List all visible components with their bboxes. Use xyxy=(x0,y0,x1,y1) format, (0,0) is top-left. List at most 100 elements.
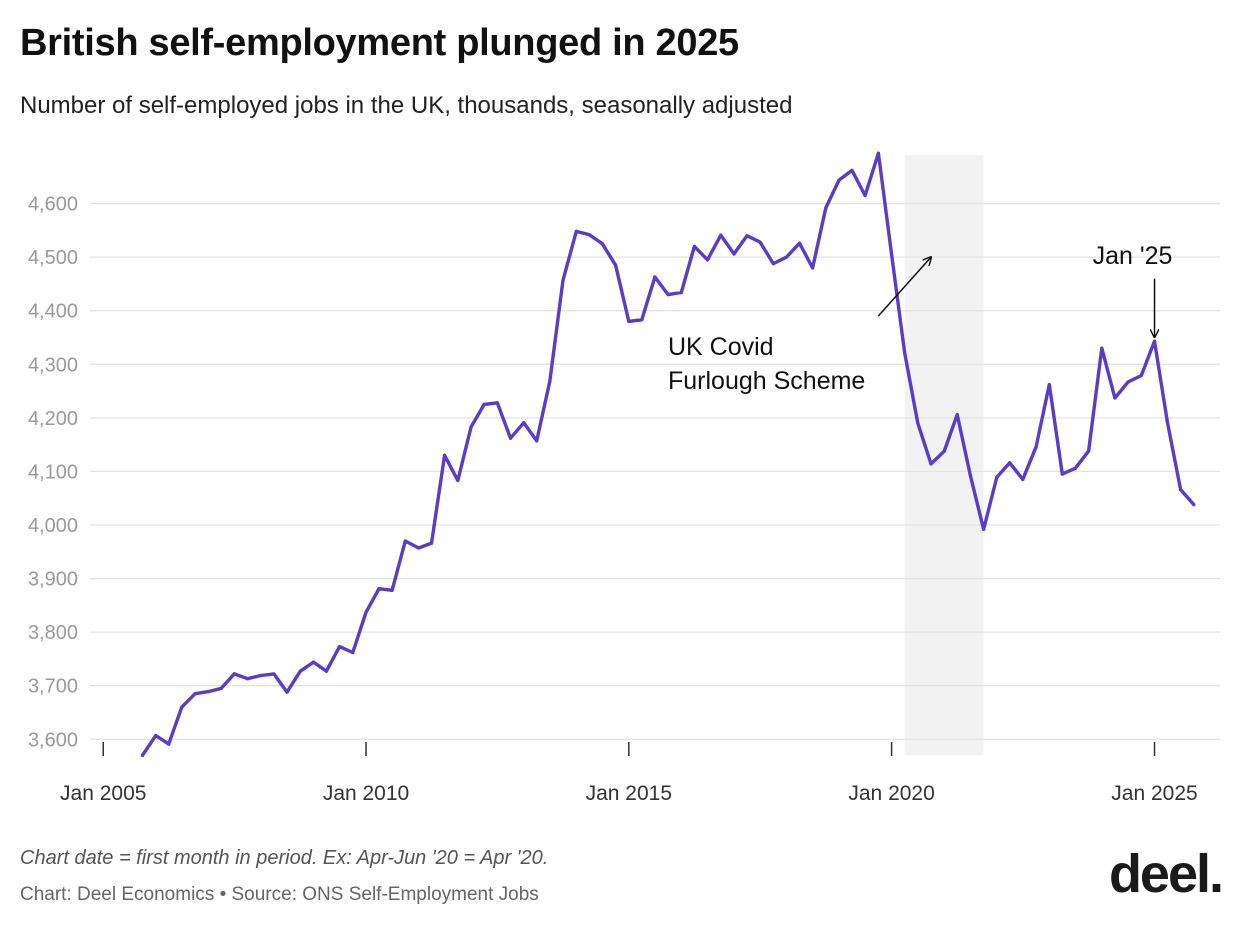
data-point xyxy=(968,473,972,477)
data-point xyxy=(784,255,789,259)
data-point xyxy=(351,650,355,655)
chart-source: Chart: Deel Economics • Source: ONS Self… xyxy=(20,884,539,905)
data-point xyxy=(180,705,184,709)
data-point xyxy=(193,692,197,696)
data-point xyxy=(889,252,894,257)
furlough-annotation: UK Covid Furlough Scheme xyxy=(668,333,865,395)
data-point xyxy=(745,234,749,238)
data-point xyxy=(995,475,999,479)
y-tick-label: 4,600 xyxy=(28,194,78,216)
x-axis: Jan 2005 Jan 2010 Jan 2015 Jan 2020 Jan 2025 xyxy=(60,742,1198,805)
data-point xyxy=(679,290,683,295)
furlough-annotation-line: UK Covid xyxy=(668,333,774,361)
data-point xyxy=(863,193,867,198)
data-point xyxy=(324,669,329,673)
data-point xyxy=(1021,477,1025,482)
data-point xyxy=(403,539,407,543)
x-tick-label: Jan 2005 xyxy=(60,782,146,805)
data-point xyxy=(797,241,802,245)
data-point xyxy=(810,266,815,270)
data-point xyxy=(916,421,920,425)
data-point xyxy=(837,178,841,182)
data-point xyxy=(1113,396,1117,400)
data-point xyxy=(206,689,210,694)
data-point xyxy=(1047,383,1051,387)
y-tick-label: 4,500 xyxy=(28,247,78,269)
jan25-annotation: Jan '25 xyxy=(1093,242,1173,270)
data-point xyxy=(1087,449,1091,453)
deel-logo: deel. xyxy=(1108,844,1224,904)
data-point xyxy=(1034,445,1038,449)
data-point xyxy=(640,318,644,322)
data-point xyxy=(613,263,618,267)
furlough-annotation-line: Furlough Scheme xyxy=(668,367,865,395)
shaded-region-layer xyxy=(904,155,984,755)
data-point xyxy=(574,229,578,234)
line-chart: 3,600 3,700 3,800 3,900 4,000 4,100 4,200 4,300… xyxy=(28,151,1220,805)
x-tick-label: Jan 2010 xyxy=(323,782,409,805)
chart-subtitle: Number of self-employed jobs in the UK, … xyxy=(20,92,793,119)
data-point xyxy=(1139,373,1143,378)
data-point xyxy=(1165,421,1170,425)
data-point xyxy=(298,669,302,673)
data-point xyxy=(903,351,907,355)
shaded-region xyxy=(904,155,984,755)
data-point xyxy=(955,413,959,417)
y-tick-label: 4,100 xyxy=(28,461,78,483)
data-point xyxy=(1152,339,1157,343)
data-point xyxy=(548,379,552,384)
data-point xyxy=(600,242,604,246)
data-point xyxy=(771,261,775,266)
chart-title: British self-employment plunged in 2025 xyxy=(20,22,739,64)
data-point xyxy=(719,233,723,237)
x-tick-label: Jan 2015 xyxy=(586,782,672,805)
data-point xyxy=(758,240,762,244)
data-point xyxy=(285,690,289,694)
data-point xyxy=(981,527,986,531)
y-tick-label: 3,600 xyxy=(28,729,78,751)
data-point xyxy=(495,401,499,405)
data-point xyxy=(245,677,250,681)
series-line xyxy=(140,151,1196,757)
data-point xyxy=(1178,488,1183,492)
data-point xyxy=(666,293,670,297)
x-tick-label: Jan 2020 xyxy=(848,782,934,805)
y-axis: 3,600 3,700 3,800 3,900 4,000 4,100 4,200 4,300… xyxy=(28,194,78,752)
data-point xyxy=(377,587,381,591)
data-point xyxy=(390,588,394,592)
y-tick-label: 4,000 xyxy=(28,515,78,537)
y-tick-label: 3,900 xyxy=(28,569,78,591)
data-point xyxy=(692,244,697,249)
annotation-layer: UK Covid Furlough Scheme Jan '25 xyxy=(668,242,1172,395)
data-point xyxy=(508,436,513,440)
furlough-arrow xyxy=(877,257,931,317)
data-point xyxy=(732,252,736,256)
y-tick-label: 4,300 xyxy=(28,354,78,376)
data-point xyxy=(561,278,565,282)
y-tick-label: 3,800 xyxy=(28,622,78,644)
data-point xyxy=(824,206,828,210)
data-point xyxy=(311,660,316,664)
data-point xyxy=(364,610,368,614)
data-point xyxy=(942,449,946,453)
data-point xyxy=(167,742,171,746)
data-point xyxy=(416,546,421,550)
data-point xyxy=(535,439,539,443)
data-point xyxy=(929,462,933,466)
data-point xyxy=(1073,466,1077,470)
data-point xyxy=(705,258,710,262)
x-tick-label: Jan 2025 xyxy=(1111,782,1197,805)
data-point xyxy=(259,673,263,678)
y-tick-label: 3,700 xyxy=(28,676,78,698)
gridlines xyxy=(90,202,1220,740)
data-point xyxy=(1100,346,1104,350)
data-point xyxy=(876,151,880,155)
series-layer xyxy=(140,151,1196,757)
data-point xyxy=(337,644,342,649)
data-point xyxy=(1060,472,1064,476)
data-point xyxy=(443,453,447,457)
data-point xyxy=(587,233,591,237)
data-point xyxy=(429,541,434,545)
data-point xyxy=(522,421,526,425)
data-point xyxy=(482,402,486,407)
